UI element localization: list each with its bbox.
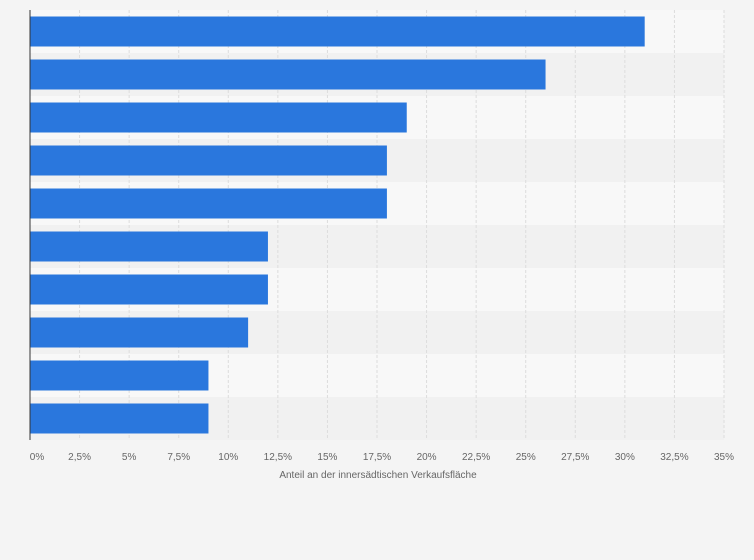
bar-3[interactable]	[30, 145, 387, 176]
x-tick-label-11: 27,5%	[561, 452, 589, 463]
x-tick-label-4: 10%	[218, 452, 238, 463]
bar-9[interactable]	[30, 403, 209, 434]
x-tick-label-13: 32,5%	[660, 452, 688, 463]
bar-4[interactable]	[30, 188, 387, 219]
x-tick-label-3: 7,5%	[167, 452, 190, 463]
x-tick-label-0: 0%	[30, 452, 45, 463]
x-tick-label-9: 22,5%	[462, 452, 490, 463]
bar-8[interactable]	[30, 360, 209, 391]
x-tick-label-14: 35%	[714, 452, 734, 463]
x-tick-label-2: 5%	[122, 452, 137, 463]
x-tick-label-6: 15%	[317, 452, 337, 463]
x-tick-labels: 0% 2,5% 5% 7,5% 10% 12,5% 15% 17,5% 20% 22,5% 25% 2…	[30, 452, 734, 463]
bar-6[interactable]	[30, 274, 268, 305]
x-tick-label-12: 30%	[615, 452, 635, 463]
x-tick-label-7: 17,5%	[363, 452, 391, 463]
bar-5[interactable]	[30, 231, 268, 262]
bar-1[interactable]	[30, 59, 546, 90]
bar-7[interactable]	[30, 317, 249, 348]
bar-0[interactable]	[30, 16, 645, 47]
x-tick-label-8: 20%	[417, 452, 437, 463]
x-tick-label-5: 12,5%	[264, 452, 292, 463]
x-tick-label-10: 25%	[516, 452, 536, 463]
bar-2[interactable]	[30, 102, 407, 133]
x-tick-label-1: 2,5%	[68, 452, 91, 463]
x-axis-title: Anteil an der innersädtischen Verkaufsfl…	[279, 470, 477, 481]
bars	[30, 16, 645, 434]
